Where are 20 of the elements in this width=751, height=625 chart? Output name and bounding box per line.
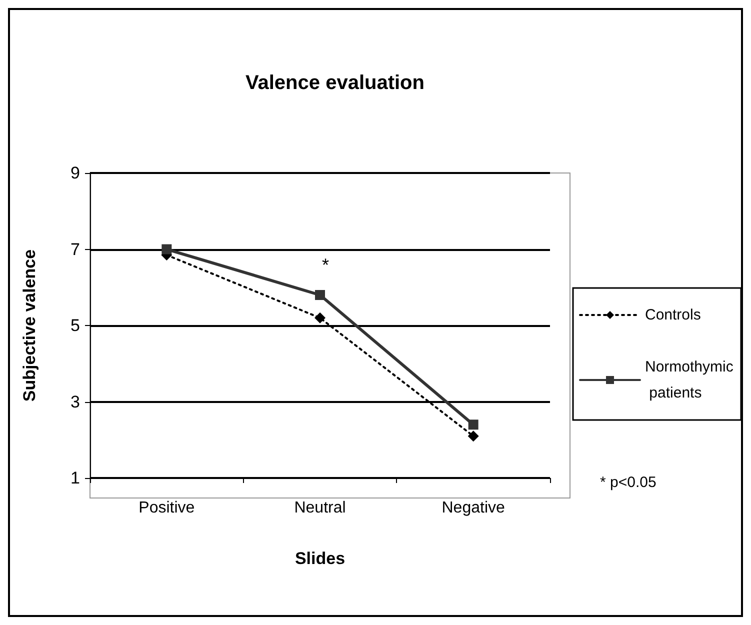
y-axis-title: Subjective valence <box>20 249 39 402</box>
x-tick-label: Positive <box>138 500 195 516</box>
x-axis-title: Slides <box>294 549 346 568</box>
y-tick-label: 1 <box>70 468 80 488</box>
point <box>314 312 326 324</box>
y-tick-label: 9 <box>70 164 80 182</box>
y-tick-label: 5 <box>70 316 80 335</box>
x-tick-label: Neutral <box>294 500 346 516</box>
text: * p<0.05 <box>600 474 656 491</box>
y-tick-label: 7 <box>70 240 80 259</box>
point <box>468 430 479 442</box>
point <box>315 290 325 300</box>
annotation: * <box>322 255 330 275</box>
point <box>162 244 172 254</box>
point <box>468 420 478 430</box>
x-tick-label: Negative <box>442 500 506 516</box>
chart-title: Valence evaluation <box>246 72 424 94</box>
legend-label: Controls <box>645 306 701 324</box>
y-tick-label: 3 <box>70 392 80 412</box>
legend-label: Normothymic patients <box>645 358 734 402</box>
